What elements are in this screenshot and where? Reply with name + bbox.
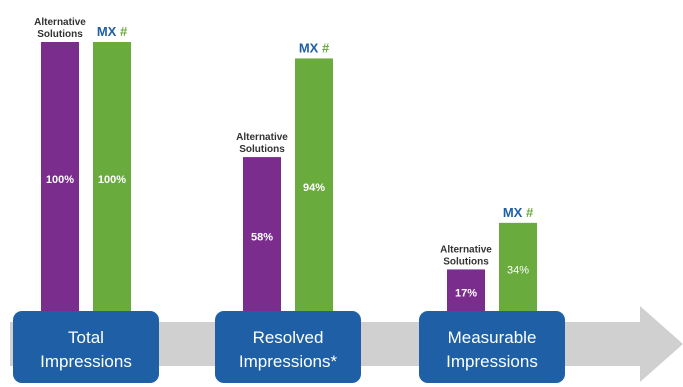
bar-value-label: 94% <box>303 182 325 194</box>
category-label: Resolved <box>253 328 324 347</box>
category-label: Impressions* <box>239 352 338 371</box>
category-label: Impressions <box>40 352 132 371</box>
bar-value-label: 17% <box>455 288 477 300</box>
mx-logo-hash: # <box>322 40 330 55</box>
mx-logo-label: MX # <box>503 205 534 220</box>
mx-logo-label: MX # <box>97 24 128 39</box>
bar <box>93 42 131 320</box>
category-label: Total <box>68 328 104 347</box>
bar <box>499 222 537 320</box>
mx-logo-text: MX <box>97 24 120 39</box>
series-name-label: Alternative <box>34 17 86 28</box>
mx-logo-text: MX <box>299 40 322 55</box>
series-name-label: Solutions <box>239 144 285 155</box>
category-box <box>13 311 159 383</box>
bar-value-label: 34% <box>507 264 529 276</box>
series-name-label: Solutions <box>443 256 489 267</box>
bar-value-label: 100% <box>98 174 126 186</box>
series-name-label: Solutions <box>37 29 83 40</box>
mx-logo-text: MX <box>503 205 526 220</box>
category-label: Impressions <box>446 352 538 371</box>
bar-value-label: 100% <box>46 174 74 186</box>
category-box <box>215 311 361 383</box>
series-name-label: Alternative <box>236 132 288 143</box>
series-name-label: Alternative <box>440 244 492 255</box>
mx-logo-hash: # <box>526 205 534 220</box>
bar <box>243 157 281 320</box>
bar <box>41 42 79 320</box>
category-label: Measurable <box>448 328 537 347</box>
category-box <box>419 311 565 383</box>
bar-value-label: 58% <box>251 232 273 244</box>
bar <box>295 58 333 320</box>
mx-logo-hash: # <box>120 24 128 39</box>
mx-logo-label: MX # <box>299 40 330 55</box>
